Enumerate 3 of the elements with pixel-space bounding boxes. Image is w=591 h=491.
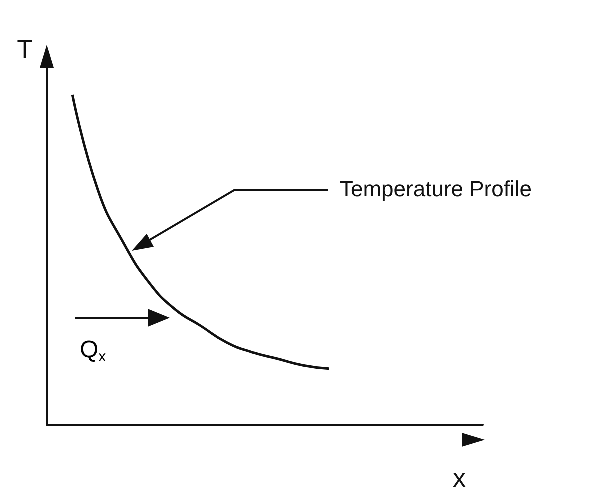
annotation: Temperature Profile: [340, 176, 532, 202]
x-axis-title: x: [453, 463, 466, 491]
y-axis-title: T: [17, 34, 34, 64]
